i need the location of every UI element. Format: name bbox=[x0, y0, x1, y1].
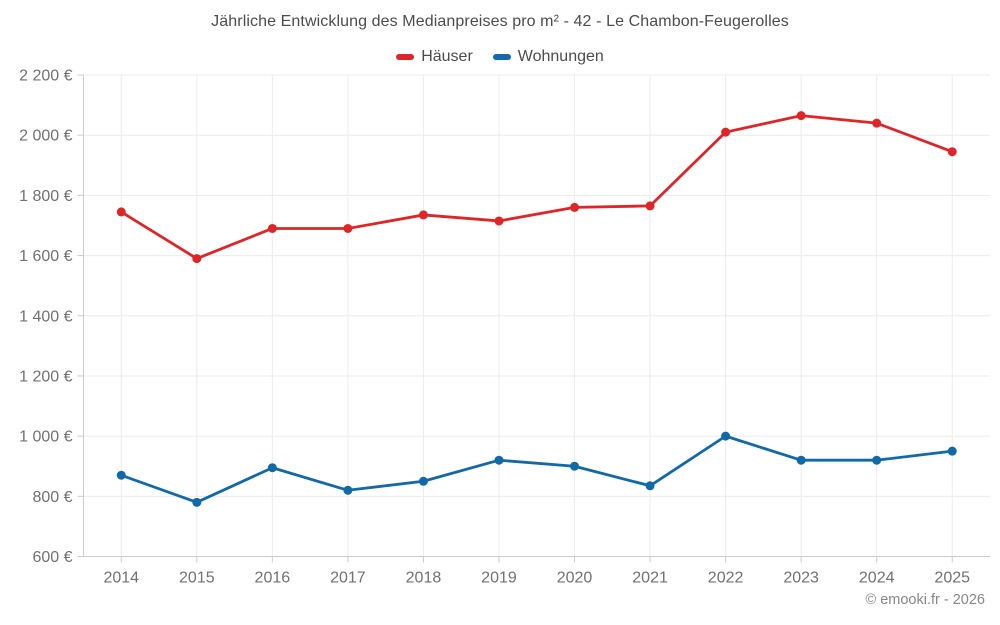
x-axis-label: 2019 bbox=[481, 570, 517, 587]
y-axis-label: 2 000 € bbox=[19, 128, 72, 145]
x-axis-label: 2017 bbox=[330, 570, 366, 587]
data-point-häuser-2025[interactable] bbox=[947, 147, 957, 157]
data-point-häuser-2016[interactable] bbox=[267, 223, 277, 233]
data-point-wohnungen-2025[interactable] bbox=[947, 446, 957, 456]
data-point-wohnungen-2020[interactable] bbox=[570, 461, 580, 471]
y-axis-label: 1 600 € bbox=[19, 248, 72, 265]
data-point-wohnungen-2017[interactable] bbox=[343, 485, 353, 495]
x-axis-label: 2021 bbox=[632, 570, 668, 587]
data-point-häuser-2018[interactable] bbox=[418, 210, 428, 220]
series-line-häuser bbox=[119, 114, 954, 260]
y-axis-label: 800 € bbox=[32, 489, 72, 506]
x-axis-label: 2024 bbox=[859, 570, 895, 587]
copyright: © emooki.fr - 2026 bbox=[865, 592, 985, 608]
legend-label-wohnungen: Wohnungen bbox=[517, 48, 604, 65]
haeuser-series-marker-icon bbox=[396, 54, 415, 60]
data-point-häuser-2015[interactable] bbox=[192, 254, 202, 264]
data-point-häuser-2017[interactable] bbox=[343, 223, 353, 233]
x-axis-label: 2018 bbox=[406, 570, 442, 587]
data-point-wohnungen-2024[interactable] bbox=[872, 455, 882, 465]
data-point-häuser-2024[interactable] bbox=[872, 118, 882, 128]
x-axis-label: 2023 bbox=[783, 570, 819, 587]
data-point-häuser-2023[interactable] bbox=[796, 111, 806, 121]
x-axis-label: 2022 bbox=[708, 570, 744, 587]
y-axis-label: 2 200 € bbox=[19, 68, 72, 85]
legend-item-wohnungen[interactable]: Wohnungen bbox=[492, 48, 604, 66]
legend-label-haeuser: Häuser bbox=[421, 48, 473, 65]
y-axis-label: 1 400 € bbox=[19, 308, 72, 325]
data-point-wohnungen-2019[interactable] bbox=[494, 455, 504, 465]
wohnungen-series-marker-icon bbox=[492, 54, 511, 60]
y-axis-label: 1 000 € bbox=[19, 429, 72, 446]
data-point-häuser-2022[interactable] bbox=[721, 127, 731, 137]
y-axis-label: 600 € bbox=[32, 549, 72, 566]
data-point-wohnungen-2016[interactable] bbox=[267, 463, 277, 473]
series-line-wohnungen bbox=[119, 434, 954, 504]
data-point-wohnungen-2021[interactable] bbox=[645, 481, 655, 491]
x-axis-label: 2015 bbox=[179, 570, 215, 587]
x-axis-label: 2020 bbox=[557, 570, 593, 587]
y-axis-label: 1 800 € bbox=[19, 188, 72, 205]
x-axis-label: 2016 bbox=[255, 570, 291, 587]
data-point-wohnungen-2018[interactable] bbox=[418, 476, 428, 486]
data-point-wohnungen-2015[interactable] bbox=[192, 497, 202, 507]
x-axis-label: 2014 bbox=[103, 570, 139, 587]
data-point-häuser-2019[interactable] bbox=[494, 216, 504, 226]
data-point-wohnungen-2023[interactable] bbox=[796, 455, 806, 465]
data-point-häuser-2021[interactable] bbox=[645, 201, 655, 211]
data-point-häuser-2014[interactable] bbox=[116, 207, 126, 217]
legend-item-haeuser[interactable]: Häuser bbox=[396, 48, 473, 66]
y-axis-label: 1 200 € bbox=[19, 368, 72, 385]
x-axis-label: 2025 bbox=[934, 570, 970, 587]
chart-title: Jährliche Entwicklung des Medianpreises … bbox=[211, 13, 789, 30]
data-point-wohnungen-2022[interactable] bbox=[721, 431, 731, 441]
data-point-häuser-2020[interactable] bbox=[570, 202, 580, 212]
data-point-wohnungen-2014[interactable] bbox=[116, 470, 126, 480]
legend: Häuser Wohnungen bbox=[0, 48, 1000, 66]
